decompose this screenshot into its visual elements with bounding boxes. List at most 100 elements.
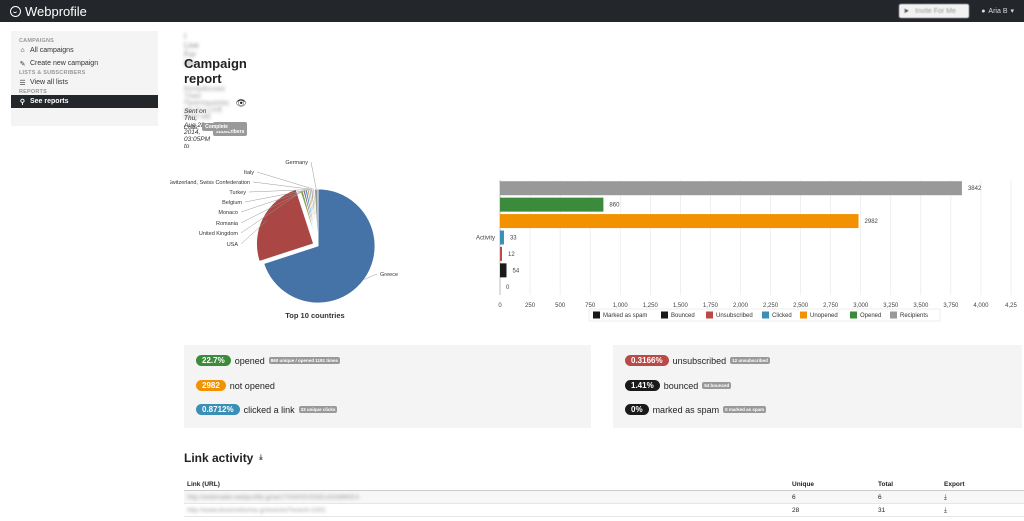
legend-swatch[interactable] <box>762 311 769 319</box>
not-opened-pill: 2982 <box>196 380 226 391</box>
link-unique: 6 <box>792 494 796 501</box>
legend-label[interactable]: Unsubscribed <box>716 313 753 319</box>
legend-swatch[interactable] <box>706 311 713 319</box>
opened-detail-badge: 860 unique / opened 1191 times <box>268 357 341 364</box>
unsubscribed-pill: 0.3166% <box>625 355 669 366</box>
x-tick-label: 3,250 <box>883 303 899 309</box>
pie-title: Top 10 countries <box>285 311 344 320</box>
bar-clicked[interactable] <box>500 230 504 245</box>
bar-recipients[interactable] <box>500 181 962 196</box>
x-tick-label: 2,750 <box>823 303 839 309</box>
pie-slice[interactable] <box>313 188 319 247</box>
link-url[interactable]: http://webmailer.webprofile.gr/w/c7Vh0hS… <box>187 494 360 501</box>
col-unique: Unique <box>792 481 815 488</box>
pie-connector <box>256 171 314 190</box>
legend-label[interactable]: Marked as spam <box>603 313 647 319</box>
bar-value-label: 2982 <box>865 219 879 225</box>
export-download-icon[interactable]: ⤓ <box>944 494 947 501</box>
x-tick-label: 1,750 <box>703 303 719 309</box>
pie-label: Turkey <box>229 190 246 196</box>
legend-swatch[interactable] <box>800 311 807 319</box>
breadcrumb[interactable]: I Live For Me <box>184 32 199 68</box>
engagement-stats-panel: 22.7% opened 860 unique / opened 1191 ti… <box>184 345 591 428</box>
pie-label: Monaco <box>218 210 238 216</box>
sidebar-item-label: See reports <box>30 98 69 105</box>
pie-connector <box>248 189 310 193</box>
pie-label: United Kingdom <box>199 231 239 237</box>
category-label: Activity <box>476 236 495 242</box>
eye-icon[interactable]: 👁 <box>235 98 247 108</box>
edit-icon: ✎ <box>19 60 26 68</box>
x-tick-label: 4,25 <box>1005 303 1017 309</box>
pie-connector <box>244 189 309 203</box>
legend-swatch[interactable] <box>593 311 600 319</box>
stat-not-opened: 2982 not opened <box>196 380 275 391</box>
lists-label: Lists: <box>184 123 200 131</box>
sidebar-item-label: All campaigns <box>30 47 74 54</box>
list-badge[interactable]: Complete <box>202 123 231 131</box>
bar-unopened[interactable] <box>500 214 859 229</box>
bar-value-label: 12 <box>508 252 515 258</box>
legend-swatch[interactable] <box>661 311 668 319</box>
legend-label[interactable]: Clicked <box>772 313 792 319</box>
stat-clicked: 0.8712% clicked a link 33 unique clicks <box>196 404 338 415</box>
brand-name: Webprofile <box>25 3 87 19</box>
user-menu[interactable]: ● Aria B ▾ <box>981 7 1014 16</box>
user-icon: ● <box>981 7 986 15</box>
stat-bounced: 1.41% bounced 54 bounced <box>625 380 732 391</box>
legend-label[interactable]: Unopened <box>810 313 838 319</box>
link-activity-table: Link (URL) Unique Total Export http://we… <box>184 478 1024 517</box>
col-export: Export <box>944 481 965 488</box>
legend-label[interactable]: Opened <box>860 313 881 319</box>
legend-swatch[interactable] <box>890 311 897 319</box>
pie-connector <box>364 273 378 280</box>
sidebar-item-label: Create new campaign <box>30 60 99 67</box>
paper-plane-icon: ➤ <box>903 8 910 15</box>
x-tick-label: 3,500 <box>913 303 929 309</box>
x-tick-label: 500 <box>555 303 566 309</box>
legend-label[interactable]: Bounced <box>671 313 695 319</box>
spam-pill: 0% <box>625 404 649 415</box>
home-icon: ⌂ <box>20 47 25 54</box>
sidebar-item-view-lists[interactable]: ☰ View all lists <box>11 76 158 89</box>
legend-swatch[interactable] <box>850 311 857 319</box>
stat-unsubscribed: 0.3166% unsubscribed 12 unsubscribed <box>625 355 770 366</box>
send-campaign-button[interactable]: ➤ Invite For Me <box>899 4 970 18</box>
x-tick-label: 3,000 <box>853 303 869 309</box>
pie-label: USA <box>227 242 239 248</box>
bounced-pill: 1.41% <box>625 380 660 391</box>
clicked-detail-badge: 33 unique clicks <box>298 406 338 413</box>
link-url[interactable]: http://www.ilovemeforme.gr/events/?event… <box>187 507 326 514</box>
bounced-detail-badge: 54 bounced <box>702 382 732 389</box>
negative-stats-panel: 0.3166% unsubscribed 12 unsubscribed 1.4… <box>613 345 1022 428</box>
table-row: http://webmailer.webprofile.gr/w/c7Vh0hS… <box>184 491 1024 504</box>
stat-opened: 22.7% opened 860 unique / opened 1191 ti… <box>196 355 341 366</box>
sidebar-item-see-reports[interactable]: ⚲ See reports <box>11 95 158 108</box>
pie-label: Italy <box>244 170 254 176</box>
page-title: Campaign report <box>184 56 247 86</box>
bounced-label: bounced <box>663 380 699 391</box>
x-tick-label: 2,000 <box>733 303 749 309</box>
col-url: Link (URL) <box>187 481 220 488</box>
x-tick-label: 1,250 <box>643 303 659 309</box>
x-tick-label: 750 <box>585 303 596 309</box>
export-download-icon[interactable]: ⤓ <box>944 507 947 514</box>
sidebar-item-create-campaign[interactable]: ✎ Create new campaign <box>11 57 158 70</box>
brand[interactable]: Webprofile <box>10 4 87 19</box>
unsubscribed-label: unsubscribed <box>672 355 727 366</box>
unsubscribed-detail-badge: 12 unsubscribed <box>730 357 770 364</box>
table-header: Link (URL) Unique Total Export <box>184 478 1024 491</box>
legend-label[interactable]: Recipients <box>900 313 928 319</box>
bar-opened[interactable] <box>500 197 604 212</box>
sidebar-item-all-campaigns[interactable]: ⌂ All campaigns <box>11 44 158 57</box>
search-icon: ⚲ <box>19 98 26 106</box>
pie-connector <box>310 161 317 190</box>
bar-bounced[interactable] <box>500 263 507 278</box>
col-total: Total <box>878 481 894 488</box>
pie-connector <box>240 219 268 245</box>
sidebar: CAMPAIGNS ⌂ All campaigns ✎ Create new c… <box>11 31 158 126</box>
download-icon[interactable]: ⤓ <box>259 454 263 461</box>
sidebar-header-lists: LISTS & SUBSCRIBERS <box>19 70 86 76</box>
bar-unsubscribed[interactable] <box>500 246 502 261</box>
link-activity-heading: Link activity <box>184 451 254 465</box>
